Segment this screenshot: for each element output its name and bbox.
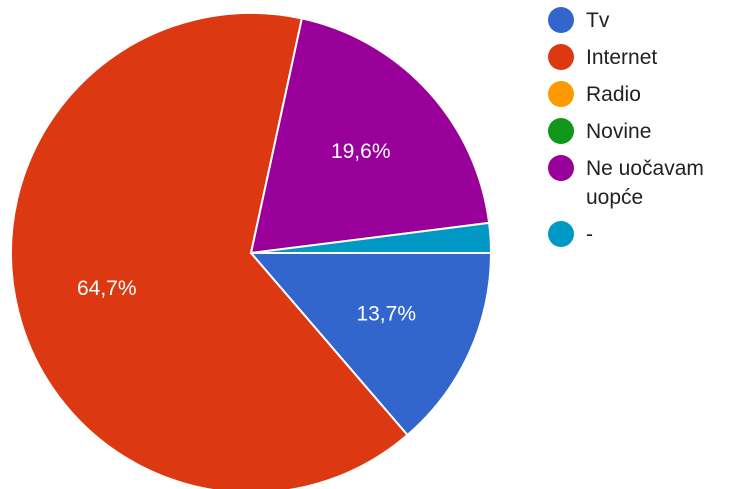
slice-labels-layer: 13,7% 64,7% 19,6% [77,140,416,326]
pie-slice-dash[interactable] [250,221,493,254]
legend-label-internet: Internet [586,46,658,69]
legend-item-ne-uocavam-uopce[interactable]: Ne uočavam uopće [548,154,734,212]
legend-swatch-dash [548,221,574,247]
legend-label-dash: - [586,223,593,246]
slices-layer [10,12,493,489]
pie-chart-svg: 13,7% 64,7% 19,6% [10,12,493,489]
legend: Tv Internet Radio Novine Ne uočavam uopć… [548,6,734,257]
pie-slice-internet[interactable] [10,12,409,489]
legend-item-radio[interactable]: Radio [548,80,734,109]
legend-label-ne-uocavam-uopce: Ne uočavam uopće [586,157,704,209]
legend-swatch-tv [548,7,574,33]
slice-label-internet: 64,7% [77,277,137,300]
legend-swatch-internet [548,44,574,70]
slice-label-ne-uocavam-uopce: 19,6% [331,140,391,163]
legend-swatch-ne-uocavam-uopce [548,155,574,181]
legend-label-novine: Novine [586,120,652,143]
legend-swatch-radio [548,81,574,107]
legend-label-tv: Tv [586,9,610,32]
legend-item-dash[interactable]: - [548,220,734,249]
legend-swatch-novine [548,118,574,144]
legend-item-novine[interactable]: Novine [548,117,734,146]
legend-item-tv[interactable]: Tv [548,6,734,35]
pie-slice-ne-uocavam-uopce[interactable] [249,17,491,255]
pie-slice-tv[interactable] [248,252,493,437]
slice-label-tv: 13,7% [356,303,416,326]
legend-item-internet[interactable]: Internet [548,43,734,72]
legend-label-radio: Radio [586,83,641,106]
